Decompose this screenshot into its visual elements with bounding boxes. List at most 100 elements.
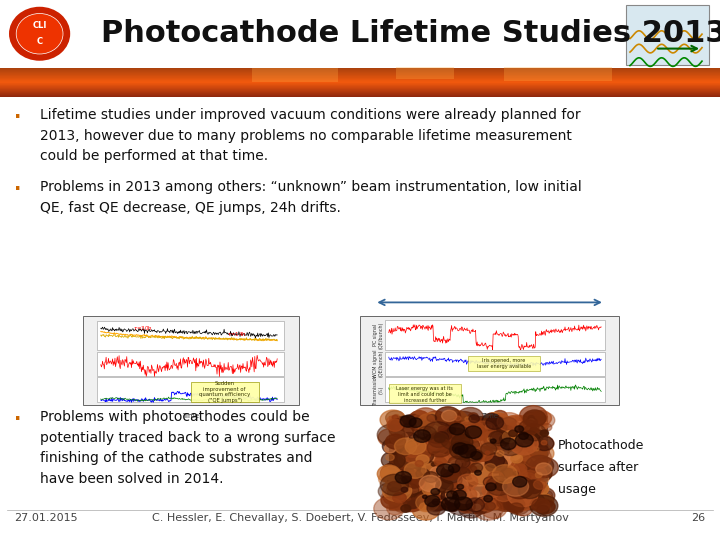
Circle shape xyxy=(494,472,513,486)
Text: usage: usage xyxy=(558,483,596,496)
Circle shape xyxy=(456,441,464,448)
Circle shape xyxy=(446,491,457,499)
Circle shape xyxy=(495,430,522,450)
Circle shape xyxy=(471,423,485,434)
Bar xyxy=(83,316,299,405)
Circle shape xyxy=(492,422,503,430)
Text: Time: Time xyxy=(481,413,498,419)
Circle shape xyxy=(520,434,535,445)
Circle shape xyxy=(450,460,462,468)
Circle shape xyxy=(441,487,467,506)
Circle shape xyxy=(449,425,468,440)
Circle shape xyxy=(483,421,495,430)
Circle shape xyxy=(510,484,537,503)
Circle shape xyxy=(431,494,441,501)
Circle shape xyxy=(526,455,554,476)
Circle shape xyxy=(474,501,484,509)
Circle shape xyxy=(426,487,449,505)
Circle shape xyxy=(496,450,504,456)
Text: Iris opened, more
laser energy available: Iris opened, more laser energy available xyxy=(477,358,531,369)
Circle shape xyxy=(509,430,518,436)
Circle shape xyxy=(400,437,415,449)
Circle shape xyxy=(431,426,438,430)
Circle shape xyxy=(508,477,533,496)
Circle shape xyxy=(474,470,481,475)
Text: Time: Time xyxy=(182,413,199,419)
Circle shape xyxy=(485,451,490,455)
Circle shape xyxy=(526,417,538,427)
Circle shape xyxy=(485,453,505,468)
Circle shape xyxy=(389,426,395,430)
Circle shape xyxy=(480,423,494,433)
Circle shape xyxy=(395,471,425,494)
Circle shape xyxy=(485,456,491,460)
Circle shape xyxy=(521,412,546,431)
Circle shape xyxy=(435,482,446,490)
Circle shape xyxy=(482,413,500,427)
Circle shape xyxy=(504,493,529,512)
Circle shape xyxy=(511,468,526,480)
Circle shape xyxy=(498,490,522,509)
Circle shape xyxy=(477,497,495,511)
Circle shape xyxy=(469,494,496,513)
Bar xyxy=(0,0,720,68)
Circle shape xyxy=(454,497,472,510)
Circle shape xyxy=(459,498,474,510)
Text: QE, fast QE decrease, QE jumps, 24h drifts.: QE, fast QE decrease, QE jumps, 24h drif… xyxy=(40,201,341,215)
Circle shape xyxy=(473,436,492,450)
Circle shape xyxy=(393,495,403,502)
Circle shape xyxy=(418,436,441,455)
Circle shape xyxy=(436,464,454,477)
Circle shape xyxy=(510,454,523,463)
Circle shape xyxy=(445,476,468,494)
Circle shape xyxy=(405,473,424,488)
Circle shape xyxy=(531,493,554,510)
Circle shape xyxy=(469,440,484,451)
Circle shape xyxy=(402,414,423,431)
Circle shape xyxy=(400,415,416,427)
Circle shape xyxy=(504,415,530,435)
Circle shape xyxy=(490,431,510,446)
Circle shape xyxy=(455,416,461,421)
Circle shape xyxy=(385,434,405,449)
Circle shape xyxy=(513,476,527,487)
Bar xyxy=(626,5,709,65)
Circle shape xyxy=(508,487,517,494)
Circle shape xyxy=(516,434,534,447)
Circle shape xyxy=(408,446,433,465)
Circle shape xyxy=(526,481,544,495)
Circle shape xyxy=(516,477,527,486)
Circle shape xyxy=(485,478,495,486)
Circle shape xyxy=(477,424,482,428)
Circle shape xyxy=(531,472,549,485)
Circle shape xyxy=(425,423,447,440)
Circle shape xyxy=(423,471,438,482)
Circle shape xyxy=(395,471,411,484)
Circle shape xyxy=(401,470,425,488)
Circle shape xyxy=(444,443,471,463)
Circle shape xyxy=(438,429,454,441)
Text: 26: 26 xyxy=(691,514,706,523)
Circle shape xyxy=(436,483,463,503)
Circle shape xyxy=(446,485,469,503)
Circle shape xyxy=(537,505,549,514)
Text: Photocathode: Photocathode xyxy=(558,440,644,453)
Circle shape xyxy=(485,424,492,429)
Circle shape xyxy=(499,452,508,458)
Circle shape xyxy=(395,493,406,502)
Circle shape xyxy=(508,484,538,507)
Circle shape xyxy=(421,464,438,476)
Circle shape xyxy=(446,418,465,433)
Circle shape xyxy=(374,497,404,520)
Circle shape xyxy=(532,458,558,477)
Circle shape xyxy=(493,462,520,482)
Circle shape xyxy=(434,434,445,442)
Circle shape xyxy=(496,469,526,491)
Circle shape xyxy=(401,448,408,454)
Circle shape xyxy=(390,468,396,473)
Circle shape xyxy=(528,467,547,480)
Circle shape xyxy=(464,457,469,462)
Circle shape xyxy=(387,463,394,468)
Circle shape xyxy=(410,411,429,425)
Circle shape xyxy=(495,455,500,459)
